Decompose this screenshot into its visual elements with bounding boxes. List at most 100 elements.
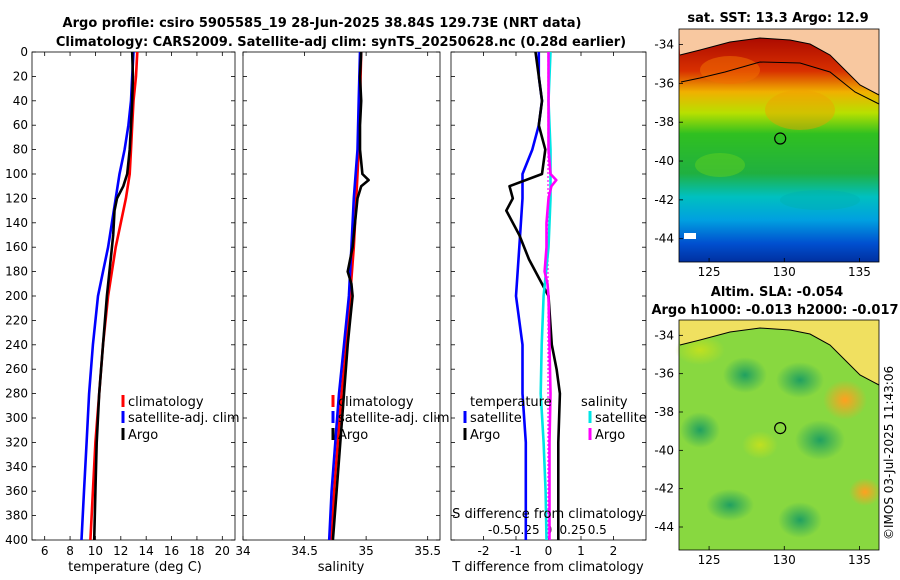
x-tick-label: 14: [139, 544, 154, 558]
sla-map-title: Altim. SLA: -0.054: [711, 285, 843, 300]
temperature-series: [80, 52, 139, 540]
s-tick-label: -0.5: [488, 523, 511, 537]
y-tick-label: -40: [654, 443, 674, 457]
sst-map-ticks: 125 130 135 -34 -36 -38 -40 -42 -44: [654, 38, 871, 279]
y-tick-label: 60: [13, 118, 28, 132]
sst-map: [678, 28, 880, 263]
sla-blob: [723, 357, 767, 393]
x-tick-label: 35.5: [414, 544, 441, 558]
sst-map-frame: [678, 28, 880, 263]
s-tick-label: 0.5: [588, 523, 607, 537]
legend-label-sal-argo: Argo: [595, 428, 625, 443]
salinity-axes: [242, 51, 441, 541]
legend-label-temp-satellite: satellite: [470, 411, 522, 426]
x-tick-label: 35: [358, 544, 373, 558]
series-line-salinity-argo: [543, 52, 558, 540]
y-tick-label: 380: [5, 509, 28, 523]
y-tick-label: 260: [5, 362, 28, 376]
x-tick-label: 130: [773, 265, 796, 279]
y-tick-label: -34: [654, 328, 674, 342]
y-tick-label: 360: [5, 484, 28, 498]
salinity-xlabel: salinity: [318, 560, 365, 575]
y-tick-label: -34: [654, 38, 674, 52]
x-tick-label: 0: [545, 544, 553, 558]
argo-location-marker: [774, 422, 787, 435]
temperature-xlabel: temperature (deg C): [68, 560, 202, 575]
temperature-legend: climatology satellite-adj. clim Argo: [121, 395, 240, 443]
difference-xlabel-top: S difference from climatology: [452, 507, 644, 522]
y-tick-label: 100: [5, 167, 28, 181]
y-tick-label: 20: [13, 69, 28, 83]
y-tick-label: -36: [654, 76, 674, 90]
sla-map-subtitle: Argo h1000: -0.013 h2000: -0.017: [651, 303, 898, 318]
x-tick-label: 2: [610, 544, 618, 558]
legend-title-temperature: temperature: [470, 395, 552, 410]
salinity-ticks: 34 34.5 35 35.5: [235, 51, 441, 558]
legend-label-temp-argo: Argo: [470, 428, 500, 443]
legend-label-argo: Argo: [128, 428, 158, 443]
x-tick-label: 6: [41, 544, 49, 558]
y-tick-label: -38: [654, 115, 674, 129]
x-tick-label: 34: [235, 544, 250, 558]
sla-map-ticks: 125 130 135 -34 -36 -38 -40 -42 -44: [654, 328, 871, 567]
legend-label-satellite: satellite-adj. clim: [128, 411, 240, 426]
legend-label-climatology: climatology: [338, 395, 414, 410]
legend-title-salinity: salinity: [581, 395, 628, 410]
x-tick-label: 130: [773, 553, 796, 567]
legend-label-satellite: satellite-adj. clim: [338, 411, 450, 426]
series-line-salinity-satellite: [539, 52, 552, 540]
series-line-satellite-adj-clim: [80, 52, 135, 540]
y-tick-label: 80: [13, 143, 28, 157]
x-tick-label: -2: [478, 544, 490, 558]
sst-nodata: [684, 233, 696, 239]
sst-cyan-patch: [780, 190, 860, 210]
difference-legend: temperature satellite Argo salinity sate…: [463, 395, 647, 443]
s-tick-label: -0.25: [509, 523, 540, 537]
figure-title-line2: Climatology: CARS2009. Satellite-adj cli…: [56, 35, 626, 50]
y-tick-label: 220: [5, 313, 28, 327]
x-tick-label: 1: [577, 544, 585, 558]
x-tick-label: 125: [698, 553, 721, 567]
legend-label-sal-satellite: satellite: [595, 411, 647, 426]
y-tick-label: -42: [654, 482, 674, 496]
y-tick-label: -44: [654, 520, 674, 534]
sla-blob: [849, 478, 881, 506]
sst-coastline: [679, 37, 880, 96]
x-tick-label: 16: [164, 544, 179, 558]
temperature-ticks: 6 8 10 12 14 16 18 20: [32, 51, 235, 558]
y-tick-label: 300: [5, 411, 28, 425]
x-tick-label: 10: [88, 544, 103, 558]
x-tick-label: 135: [848, 265, 871, 279]
salinity-legend: climatology satellite-adj. clim Argo: [331, 395, 450, 443]
sst-warm-patch: [765, 90, 835, 130]
salinity-series: [327, 52, 370, 540]
sst-green-patch: [695, 153, 745, 177]
y-tick-label: 0: [20, 45, 28, 59]
y-tick-label: -42: [654, 193, 674, 207]
sla-coastline: [679, 327, 880, 386]
y-tick-label: 200: [5, 289, 28, 303]
sla-blob: [680, 412, 720, 448]
sst-warm-patch: [700, 56, 760, 84]
y-tick-label: -44: [654, 232, 674, 246]
sla-land: [679, 320, 879, 385]
y-tick-label: 40: [13, 94, 28, 108]
sla-map: [675, 319, 881, 551]
sst-land: [679, 29, 879, 95]
sla-blob: [776, 362, 824, 398]
x-tick-label: 8: [66, 544, 74, 558]
y-tick-label: 140: [5, 216, 28, 230]
y-tick-label: 400: [5, 533, 28, 547]
y-tick-label: -38: [654, 405, 674, 419]
x-tick-label: 18: [189, 544, 204, 558]
sst-isobath: [680, 61, 880, 105]
x-tick-label: -1: [510, 544, 522, 558]
sla-blob: [706, 489, 754, 521]
series-line-argo: [92, 52, 135, 540]
y-tick-label: 280: [5, 387, 28, 401]
series-line-argo: [331, 52, 370, 540]
y-tick-label: 340: [5, 460, 28, 474]
sla-map-frame: [678, 319, 880, 551]
